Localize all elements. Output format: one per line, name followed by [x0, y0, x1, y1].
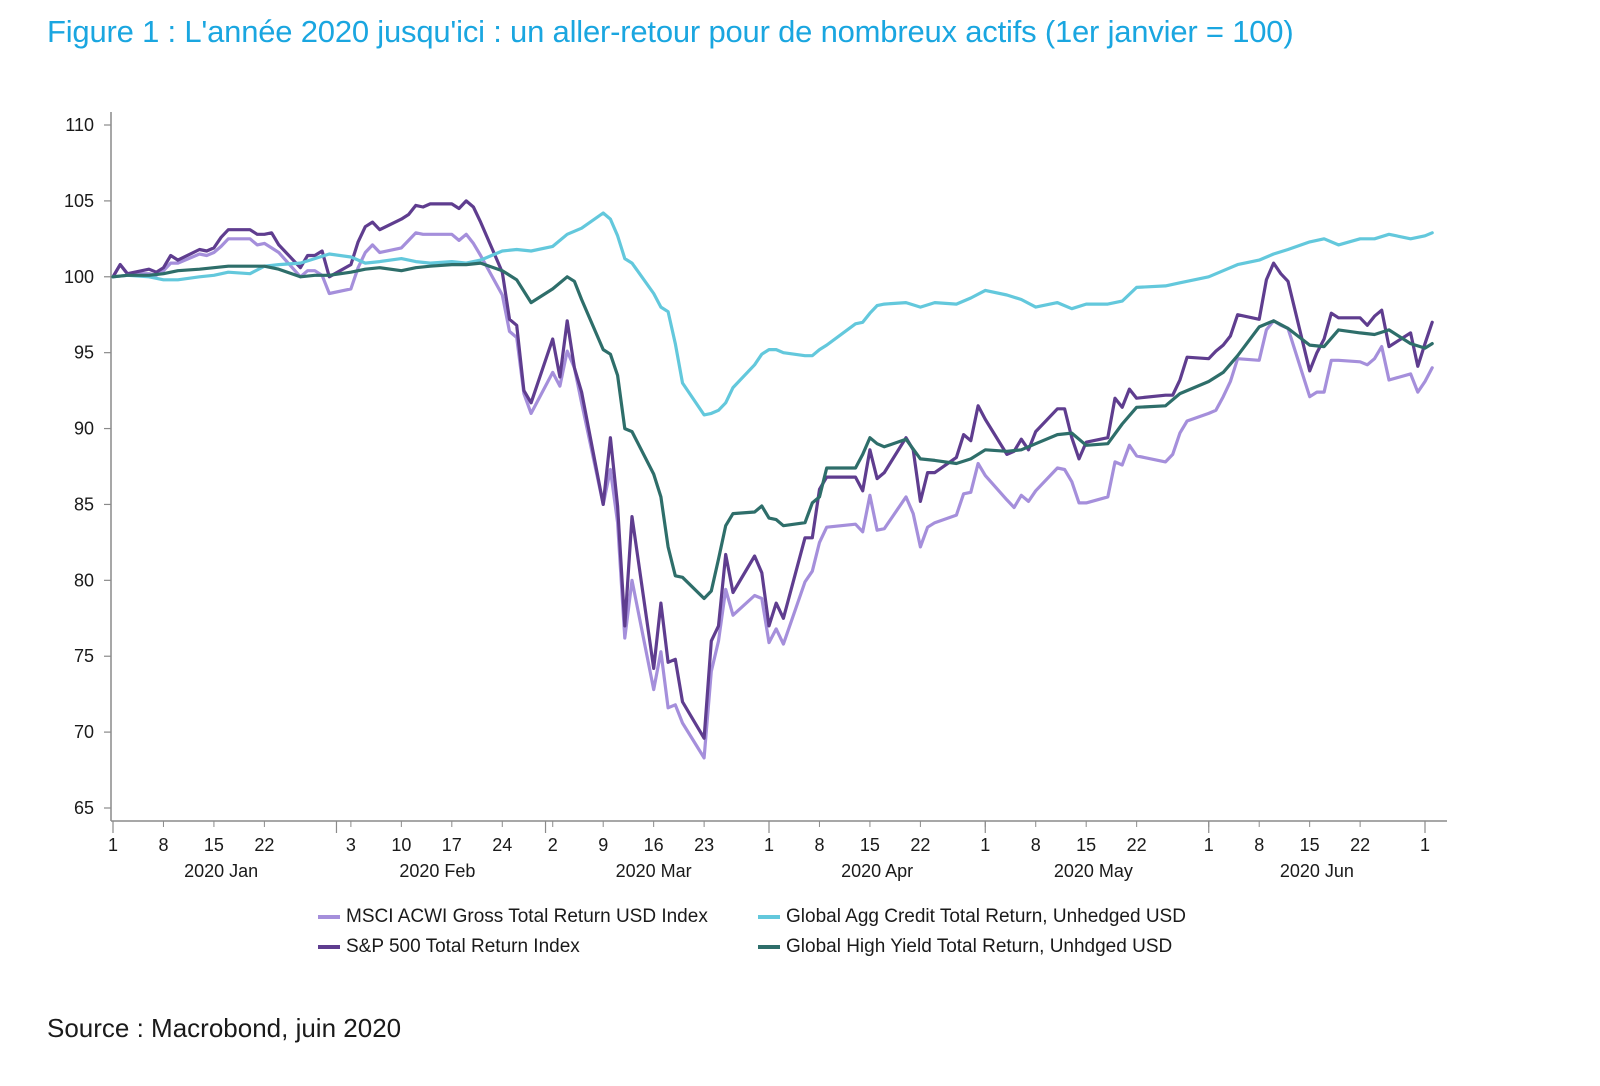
x-month-label: 2020 May: [1054, 861, 1133, 881]
x-month-label: 2020 Feb: [399, 861, 475, 881]
legend-item-global-agg-credit: Global Agg Credit Total Return, Unhedged…: [758, 906, 1186, 928]
x-tick-label: 17: [442, 835, 462, 855]
legend-label: MSCI ACWI Gross Total Return USD Index: [346, 906, 708, 927]
y-tick-label: 80: [74, 570, 94, 590]
legend-item-global-high-yield: Global High Yield Total Return, Unhdged …: [758, 936, 1172, 958]
x-month-label: 2020 Jan: [184, 861, 258, 881]
legend-label: Global High Yield Total Return, Unhdged …: [786, 936, 1173, 957]
x-tick-label: 8: [158, 835, 168, 855]
x-month-label: 2020 Mar: [616, 861, 692, 881]
x-tick-label: 1: [108, 835, 118, 855]
x-axis-ticks: 1 8 15 22 3 10 17 24 2 9 16 23 1 8 15 22 1 8 15 22 1 8 15 22 1 20…: [108, 821, 1430, 881]
series-group: [111, 199, 1434, 760]
x-tick-label: 15: [1076, 835, 1096, 855]
x-tick-label: 8: [814, 835, 824, 855]
series-line-s-p-500-total-return-index: [111, 199, 1434, 740]
legend-item-sp500: S&P 500 Total Return Index: [318, 936, 580, 958]
x-month-label: 2020 Apr: [841, 861, 913, 881]
x-tick-label: 1: [980, 835, 990, 855]
legend-item-msci-acwi: MSCI ACWI Gross Total Return USD Index: [318, 906, 708, 928]
x-tick-label: 10: [391, 835, 411, 855]
y-axis-ticks: 65 70 75 80 85 90 95 100 105 110: [64, 115, 111, 818]
x-tick-label: 3: [346, 835, 356, 855]
x-tick-label: 8: [1254, 835, 1264, 855]
x-tick-label: 1: [1204, 835, 1214, 855]
legend-swatch-global-high-yield: [758, 945, 780, 949]
x-tick-label: 24: [492, 835, 512, 855]
x-tick-label: 8: [1031, 835, 1041, 855]
y-tick-label: 95: [74, 343, 94, 363]
y-tick-label: 100: [64, 267, 94, 287]
x-tick-label: 15: [860, 835, 880, 855]
legend-swatch-msci-acwi: [318, 915, 340, 919]
x-tick-label: 22: [254, 835, 274, 855]
x-tick-label: 16: [644, 835, 664, 855]
y-tick-label: 90: [74, 419, 94, 439]
x-tick-label: 22: [1127, 835, 1147, 855]
series-line-global-agg-credit-total-return-unhedged-usd: [111, 211, 1434, 417]
y-tick-label: 110: [65, 115, 94, 135]
y-tick-label: 75: [74, 646, 94, 666]
y-tick-label: 70: [74, 722, 94, 742]
x-tick-label: 15: [1300, 835, 1320, 855]
x-tick-label: 22: [1350, 835, 1370, 855]
x-tick-label: 15: [204, 835, 224, 855]
y-tick-label: 65: [74, 798, 94, 818]
series-line-msci-acwi-gross-total-return-usd-index: [111, 231, 1434, 760]
legend-label: Global Agg Credit Total Return, Unhedged…: [786, 906, 1186, 927]
source-note: Source : Macrobond, juin 2020: [47, 1013, 402, 1043]
chart-title: Figure 1 : L'année 2020 jusqu'ici : un a…: [47, 14, 1294, 49]
x-tick-label: 1: [1420, 835, 1430, 855]
x-tick-label: 23: [694, 835, 714, 855]
legend-label: S&P 500 Total Return Index: [346, 936, 580, 957]
x-tick-label: 9: [598, 835, 608, 855]
y-tick-label: 85: [74, 494, 94, 514]
x-tick-label: 1: [764, 835, 774, 855]
axes: [110, 112, 1447, 822]
x-month-label: 2020 Jun: [1280, 861, 1354, 881]
series-line-global-high-yield-total-return-unhdged-usd: [111, 261, 1434, 601]
x-tick-label: 22: [910, 835, 930, 855]
y-tick-label: 105: [64, 191, 94, 211]
legend-swatch-global-agg-credit: [758, 915, 780, 919]
x-tick-label: 2: [548, 835, 558, 855]
legend-swatch-sp500: [318, 945, 340, 949]
